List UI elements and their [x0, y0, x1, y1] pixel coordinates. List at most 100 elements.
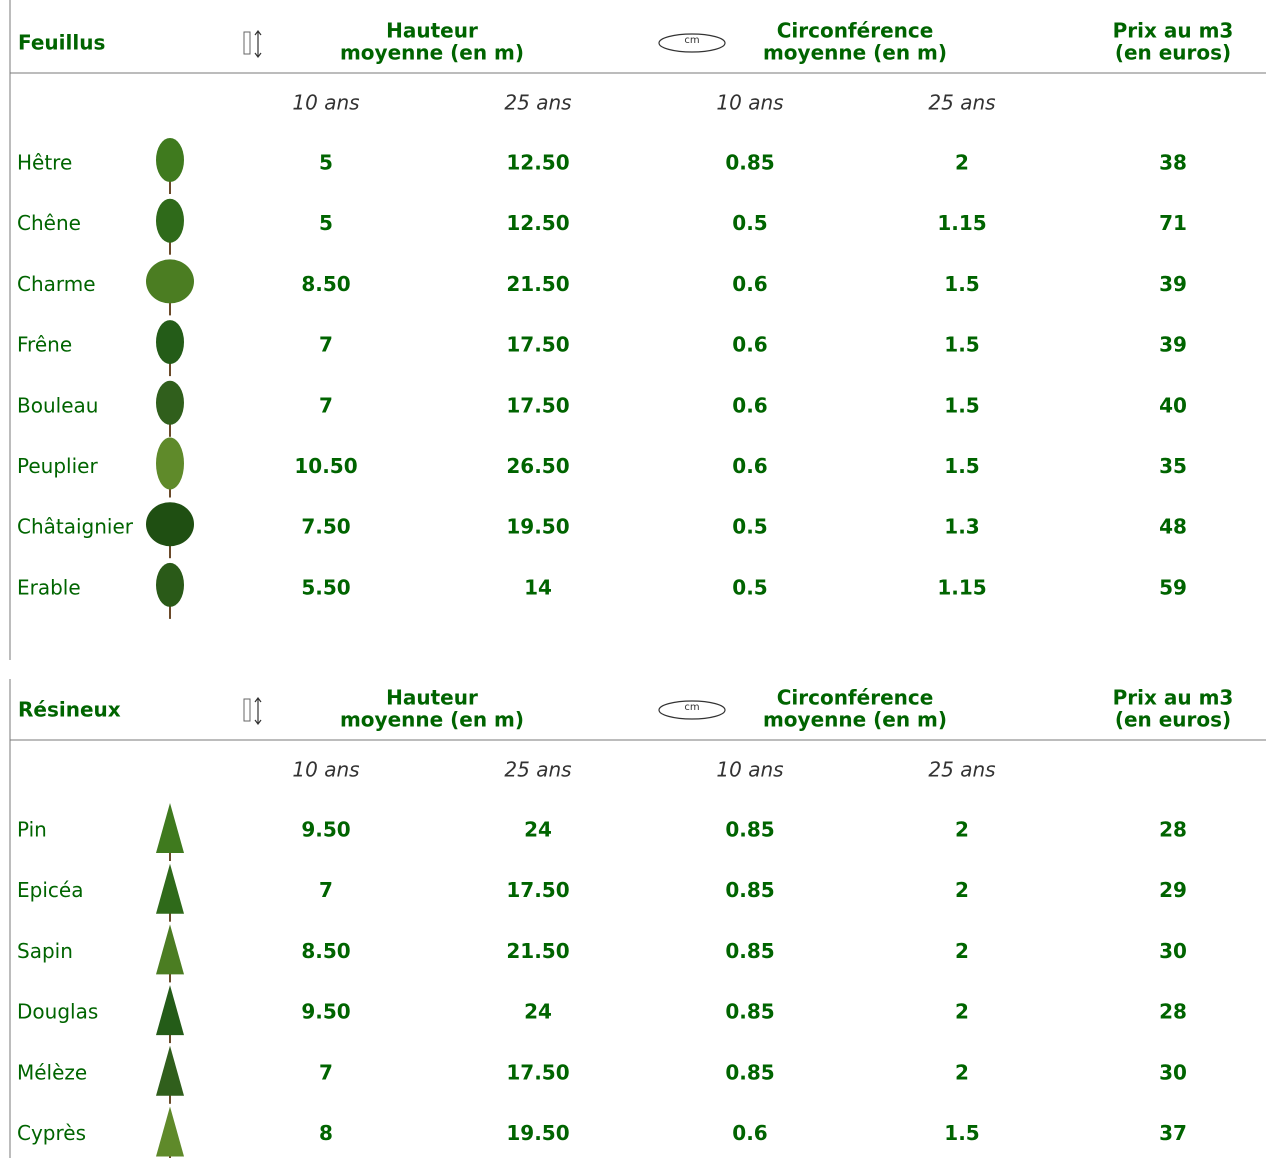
- value-cell: 0.5: [732, 211, 767, 235]
- species-name: Frêne: [17, 333, 72, 357]
- column-header: (en euros): [1115, 708, 1231, 732]
- tree-crown: [156, 924, 184, 974]
- value-cell: 7: [319, 878, 333, 902]
- value-cell: 5: [319, 211, 333, 235]
- tree-crown: [156, 320, 184, 364]
- tree-icon: [156, 1107, 184, 1158]
- value-cell: 7: [319, 1060, 333, 1084]
- value-cell: 2: [955, 939, 969, 963]
- species-name: Peuplier: [17, 454, 98, 478]
- species-name: Charme: [17, 272, 96, 296]
- column-header: Prix au m3: [1113, 686, 1234, 710]
- tree-icon: [156, 924, 184, 982]
- sub-header: 10 ans: [292, 758, 359, 782]
- column-header: moyenne (en m): [340, 708, 524, 732]
- value-cell: 1.3: [944, 515, 979, 539]
- value-cell: 39: [1159, 333, 1187, 357]
- circumference-icon: cm: [659, 701, 725, 719]
- tree-icon: [156, 199, 184, 255]
- value-cell: 10.50: [294, 454, 357, 478]
- value-cell: 0.85: [725, 1000, 774, 1024]
- tree-crown: [156, 1107, 184, 1157]
- height-icon: [244, 31, 261, 57]
- value-cell: 38: [1159, 151, 1187, 175]
- value-cell: 0.85: [725, 818, 774, 842]
- sub-header: 25 ans: [928, 758, 995, 782]
- value-cell: 1.15: [937, 211, 986, 235]
- value-cell: 40: [1159, 393, 1187, 417]
- icon-label: cm: [684, 702, 699, 713]
- value-cell: 30: [1159, 1060, 1187, 1084]
- species-name: Pin: [17, 818, 47, 842]
- icon-arrow: [255, 698, 261, 724]
- value-cell: 12.50: [506, 151, 569, 175]
- value-cell: 28: [1159, 818, 1187, 842]
- column-header: moyenne (en m): [340, 41, 524, 65]
- sub-header: 25 ans: [504, 758, 571, 782]
- value-cell: 39: [1159, 272, 1187, 296]
- value-cell: 30: [1159, 939, 1187, 963]
- icon-label: cm: [684, 35, 699, 46]
- tree-icon: [156, 803, 184, 861]
- value-cell: 0.6: [732, 333, 767, 357]
- column-header: Prix au m3: [1113, 19, 1234, 43]
- species-name: Bouleau: [17, 393, 98, 417]
- tree-crown: [156, 864, 184, 914]
- value-cell: 7: [319, 393, 333, 417]
- value-cell: 14: [524, 575, 552, 599]
- sub-header: 10 ans: [716, 758, 783, 782]
- tree-icon: [156, 563, 184, 619]
- value-cell: 19.50: [506, 1121, 569, 1145]
- value-cell: 2: [955, 1060, 969, 1084]
- tree-crown: [156, 381, 184, 425]
- tree-crown: [146, 259, 194, 303]
- value-cell: 0.6: [732, 272, 767, 296]
- value-cell: 9.50: [301, 1000, 350, 1024]
- height-icon: [244, 698, 261, 724]
- column-header: Circonférence: [777, 19, 934, 43]
- tree-crown: [156, 563, 184, 607]
- value-cell: 1.5: [944, 393, 979, 417]
- column-header: Hauteur: [386, 19, 478, 43]
- value-cell: 59: [1159, 575, 1187, 599]
- tree-icon: [146, 259, 194, 315]
- column-header: Hauteur: [386, 686, 478, 710]
- value-cell: 0.5: [732, 575, 767, 599]
- value-cell: 19.50: [506, 515, 569, 539]
- species-name: Douglas: [17, 1000, 98, 1024]
- value-cell: 0.5: [732, 515, 767, 539]
- tree-icon: [156, 1046, 184, 1104]
- value-cell: 7.50: [301, 515, 350, 539]
- tree-crown: [156, 138, 184, 182]
- value-cell: 2: [955, 878, 969, 902]
- value-cell: 0.6: [732, 393, 767, 417]
- column-header: Circonférence: [777, 686, 934, 710]
- value-cell: 35: [1159, 454, 1187, 478]
- value-cell: 1.5: [944, 1121, 979, 1145]
- tree-icon: [156, 864, 184, 922]
- value-cell: 17.50: [506, 393, 569, 417]
- tree-crown: [156, 1046, 184, 1096]
- value-cell: 0.85: [725, 878, 774, 902]
- value-cell: 48: [1159, 515, 1187, 539]
- sub-header: 25 ans: [504, 91, 571, 115]
- sub-header: 25 ans: [928, 91, 995, 115]
- value-cell: 1.15: [937, 575, 986, 599]
- sub-header: 10 ans: [292, 91, 359, 115]
- species-name: Cyprès: [17, 1121, 86, 1145]
- column-header: (en euros): [1115, 41, 1231, 65]
- value-cell: 2: [955, 1000, 969, 1024]
- icon-arrow: [255, 31, 261, 57]
- tree-icon: [156, 985, 184, 1043]
- tree-icon: [156, 138, 184, 194]
- tree-crown: [156, 438, 184, 490]
- value-cell: 0.85: [725, 939, 774, 963]
- species-name: Erable: [17, 575, 81, 599]
- tree-icon: [156, 320, 184, 376]
- value-cell: 5.50: [301, 575, 350, 599]
- icon-box: [244, 699, 250, 721]
- value-cell: 28: [1159, 1000, 1187, 1024]
- value-cell: 71: [1159, 211, 1187, 235]
- value-cell: 1.5: [944, 454, 979, 478]
- column-header: moyenne (en m): [763, 708, 947, 732]
